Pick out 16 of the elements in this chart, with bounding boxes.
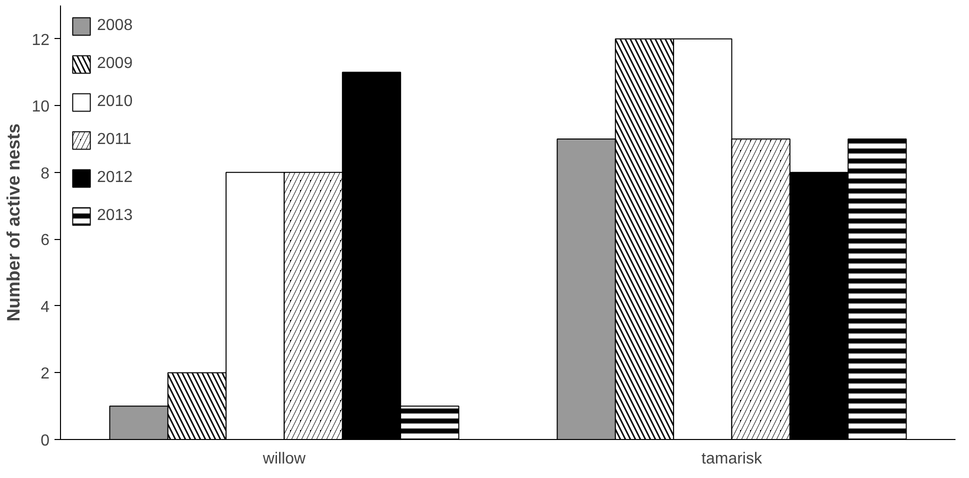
legend-label: 2013 bbox=[97, 207, 133, 225]
legend-label: 2012 bbox=[97, 169, 133, 187]
y-tick-label: 0 bbox=[40, 432, 50, 450]
legend-label: 2010 bbox=[97, 93, 133, 111]
x-tick-label: tamarisk bbox=[702, 450, 763, 468]
y-tick-label: 8 bbox=[40, 165, 50, 182]
y-tick-label: 4 bbox=[40, 298, 50, 316]
y-tick-label: 10 bbox=[32, 98, 50, 116]
legend-label: 2011 bbox=[97, 131, 132, 149]
legend-label: 2008 bbox=[97, 17, 133, 35]
legend-label: 2009 bbox=[97, 55, 133, 73]
y-tick-label: 12 bbox=[32, 32, 50, 49]
y-tick-label: 2 bbox=[40, 366, 50, 383]
y-tick-label: 6 bbox=[40, 232, 50, 250]
x-tick-label: willow bbox=[262, 450, 306, 468]
y-axis-title: Number of active nests bbox=[4, 123, 24, 322]
